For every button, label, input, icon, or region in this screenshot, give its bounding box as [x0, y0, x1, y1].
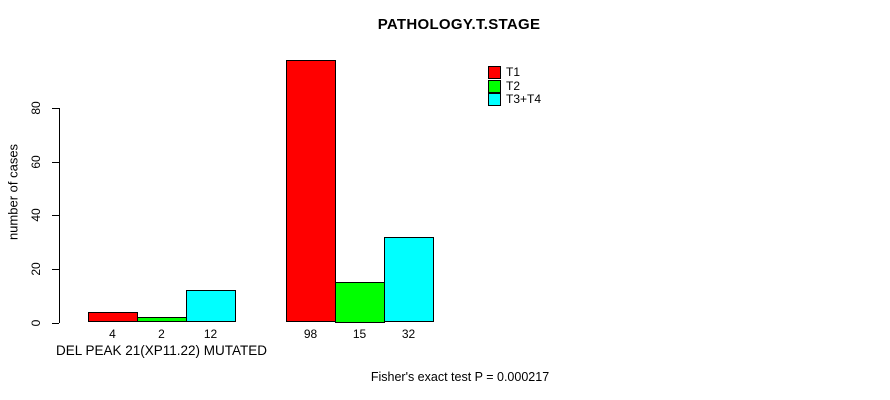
x-axis-group-label: DEL PEAK 21(XP11.22) MUTATED	[55, 342, 268, 358]
y-axis-tick-label: 0	[29, 319, 43, 326]
fisher-test-annotation: Fisher's exact test P = 0.000217	[370, 370, 550, 384]
legend-swatch	[488, 66, 501, 79]
legend-swatch	[488, 79, 501, 93]
bar-group2-t1	[286, 59, 336, 323]
bar-group1-t3-t4	[186, 290, 236, 323]
y-axis-tick-label: 80	[29, 101, 43, 115]
y-axis-tick	[52, 161, 59, 163]
bar-value-label: 2	[158, 326, 165, 341]
y-axis-tick	[52, 108, 59, 109]
legend-label: T3+T4	[506, 92, 542, 106]
y-axis-tick-label: 20	[29, 262, 43, 276]
y-axis-tick	[52, 215, 59, 217]
legend-label: T2	[506, 78, 521, 93]
bar-value-label: 98	[303, 326, 318, 341]
y-axis-line	[59, 108, 60, 323]
y-axis-label: number of cases	[5, 143, 21, 241]
legend-swatch	[488, 93, 501, 106]
bar-value-label: 12	[203, 326, 218, 341]
y-axis-tick	[52, 322, 59, 324]
y-axis-tick	[52, 268, 59, 270]
bar-value-label: 4	[109, 326, 116, 341]
y-axis-tick-label: 40	[29, 208, 43, 222]
bar-value-label: 32	[401, 326, 416, 341]
bar-value-label: 15	[352, 326, 367, 341]
bar-group2-t2	[335, 282, 385, 323]
bar-group1-t2	[137, 317, 187, 323]
legend-label: T1	[506, 65, 521, 79]
y-axis-tick-label: 60	[29, 154, 43, 169]
bar-group1-t1	[88, 311, 138, 323]
chart-title: PATHOLOGY.T.STAGE	[377, 16, 541, 33]
bar-group2-t3-t4	[384, 236, 434, 323]
